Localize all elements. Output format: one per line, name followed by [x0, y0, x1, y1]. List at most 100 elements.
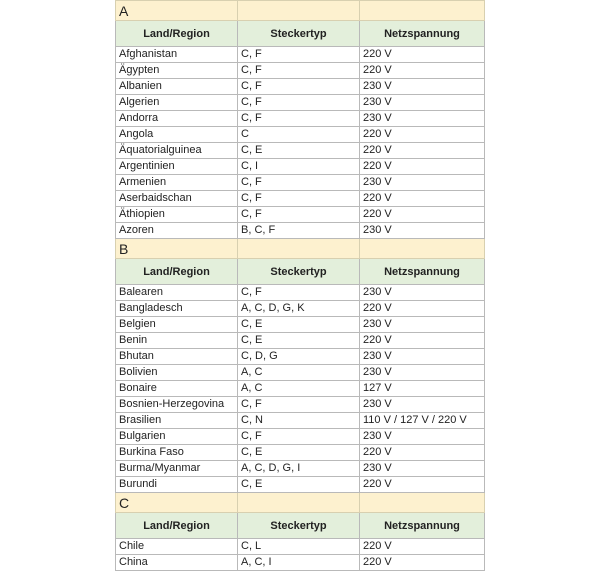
data-row: Argentinien C, I 220 V	[115, 158, 485, 175]
section-cell	[237, 238, 360, 259]
section-row: C	[115, 492, 485, 513]
data-cell: Ägypten	[115, 62, 238, 79]
data-cell: Balearen	[115, 284, 238, 301]
data-cell: 230 V	[359, 94, 485, 111]
data-row: Burma/Myanmar A, C, D, G, I 230 V	[115, 460, 485, 477]
data-cell: C, D, G	[237, 348, 360, 365]
data-cell: Benin	[115, 332, 238, 349]
data-cell: Angola	[115, 126, 238, 143]
data-cell: C, E	[237, 444, 360, 461]
data-row: Burundi C, E 220 V	[115, 476, 485, 493]
data-cell: 230 V	[359, 428, 485, 445]
plug-table: A Land/Region Steckertyp Netzspannung Afghan…	[115, 0, 485, 571]
data-row: Afghanistan C, F 220 V	[115, 46, 485, 63]
section-cell	[359, 238, 485, 259]
data-cell: C, N	[237, 412, 360, 429]
data-cell: A, C	[237, 380, 360, 397]
data-cell: 230 V	[359, 348, 485, 365]
header-cell: Land/Region	[115, 258, 238, 285]
data-cell: Albanien	[115, 78, 238, 95]
section-row: B	[115, 238, 485, 259]
data-row: Algerien C, F 230 V	[115, 94, 485, 111]
data-cell: Chile	[115, 538, 238, 555]
data-row: Benin C, E 220 V	[115, 332, 485, 349]
data-cell: C, F	[237, 396, 360, 413]
data-cell: 220 V	[359, 300, 485, 317]
data-cell: Argentinien	[115, 158, 238, 175]
data-cell: 230 V	[359, 78, 485, 95]
data-cell: 220 V	[359, 476, 485, 493]
data-row: Armenien C, F 230 V	[115, 174, 485, 191]
data-cell: Azoren	[115, 222, 238, 239]
header-cell: Netzspannung	[359, 258, 485, 285]
data-cell: 230 V	[359, 284, 485, 301]
data-cell: C, F	[237, 110, 360, 127]
header-cell: Steckertyp	[237, 512, 360, 539]
section-row: A	[115, 0, 485, 21]
data-cell: Andorra	[115, 110, 238, 127]
data-row: Angola C 220 V	[115, 126, 485, 143]
data-cell: C, F	[237, 284, 360, 301]
data-cell: 220 V	[359, 538, 485, 555]
data-cell: Äquatorialguinea	[115, 142, 238, 159]
data-cell: 230 V	[359, 110, 485, 127]
data-cell: C, F	[237, 46, 360, 63]
data-cell: Bangladesch	[115, 300, 238, 317]
data-cell: B, C, F	[237, 222, 360, 239]
header-row: Land/Region Steckertyp Netzspannung	[115, 20, 485, 47]
data-row: Ägypten C, F 220 V	[115, 62, 485, 79]
data-cell: 220 V	[359, 142, 485, 159]
data-row: Burkina Faso C, E 220 V	[115, 444, 485, 461]
data-row: China A, C, I 220 V	[115, 554, 485, 571]
data-cell: 230 V	[359, 396, 485, 413]
data-cell: C, F	[237, 62, 360, 79]
section-cell	[237, 0, 360, 21]
section-letter: C	[115, 492, 238, 513]
header-cell: Netzspannung	[359, 512, 485, 539]
section-cell	[359, 492, 485, 513]
data-row: Äthiopien C, F 220 V	[115, 206, 485, 223]
data-row: Bhutan C, D, G 230 V	[115, 348, 485, 365]
data-cell: C, F	[237, 174, 360, 191]
data-cell: C, F	[237, 190, 360, 207]
data-row: Aserbaidschan C, F 220 V	[115, 190, 485, 207]
data-cell: Bhutan	[115, 348, 238, 365]
header-row: Land/Region Steckertyp Netzspannung	[115, 512, 485, 539]
section-letter: B	[115, 238, 238, 259]
data-cell: A, C, I	[237, 554, 360, 571]
data-cell: 230 V	[359, 460, 485, 477]
data-cell: Burundi	[115, 476, 238, 493]
data-cell: 220 V	[359, 554, 485, 571]
data-cell: 220 V	[359, 126, 485, 143]
data-row: Bosnien-Herzegovina C, F 230 V	[115, 396, 485, 413]
header-cell: Land/Region	[115, 512, 238, 539]
data-cell: A, C	[237, 364, 360, 381]
data-cell: C, F	[237, 428, 360, 445]
data-row: Brasilien C, N 110 V / 127 V / 220 V	[115, 412, 485, 429]
data-cell: C	[237, 126, 360, 143]
data-cell: A, C, D, G, K	[237, 300, 360, 317]
data-cell: Brasilien	[115, 412, 238, 429]
data-row: Albanien C, F 230 V	[115, 78, 485, 95]
data-cell: C, L	[237, 538, 360, 555]
data-cell: Aserbaidschan	[115, 190, 238, 207]
data-cell: 230 V	[359, 222, 485, 239]
data-row: Balearen C, F 230 V	[115, 284, 485, 301]
data-row: Andorra C, F 230 V	[115, 110, 485, 127]
data-row: Azoren B, C, F 230 V	[115, 222, 485, 239]
header-row: Land/Region Steckertyp Netzspannung	[115, 258, 485, 285]
data-row: Äquatorialguinea C, E 220 V	[115, 142, 485, 159]
data-cell: 230 V	[359, 316, 485, 333]
data-cell: Armenien	[115, 174, 238, 191]
data-cell: Bolivien	[115, 364, 238, 381]
table-body: A Land/Region Steckertyp Netzspannung Afghan…	[115, 0, 485, 571]
plug-table-wrap: A Land/Region Steckertyp Netzspannung Afghan…	[115, 0, 485, 571]
data-cell: 220 V	[359, 158, 485, 175]
header-cell: Steckertyp	[237, 20, 360, 47]
data-row: Bolivien A, C 230 V	[115, 364, 485, 381]
data-cell: 230 V	[359, 364, 485, 381]
data-cell: Burma/Myanmar	[115, 460, 238, 477]
data-cell: C, E	[237, 476, 360, 493]
data-cell: 220 V	[359, 46, 485, 63]
data-cell: Belgien	[115, 316, 238, 333]
